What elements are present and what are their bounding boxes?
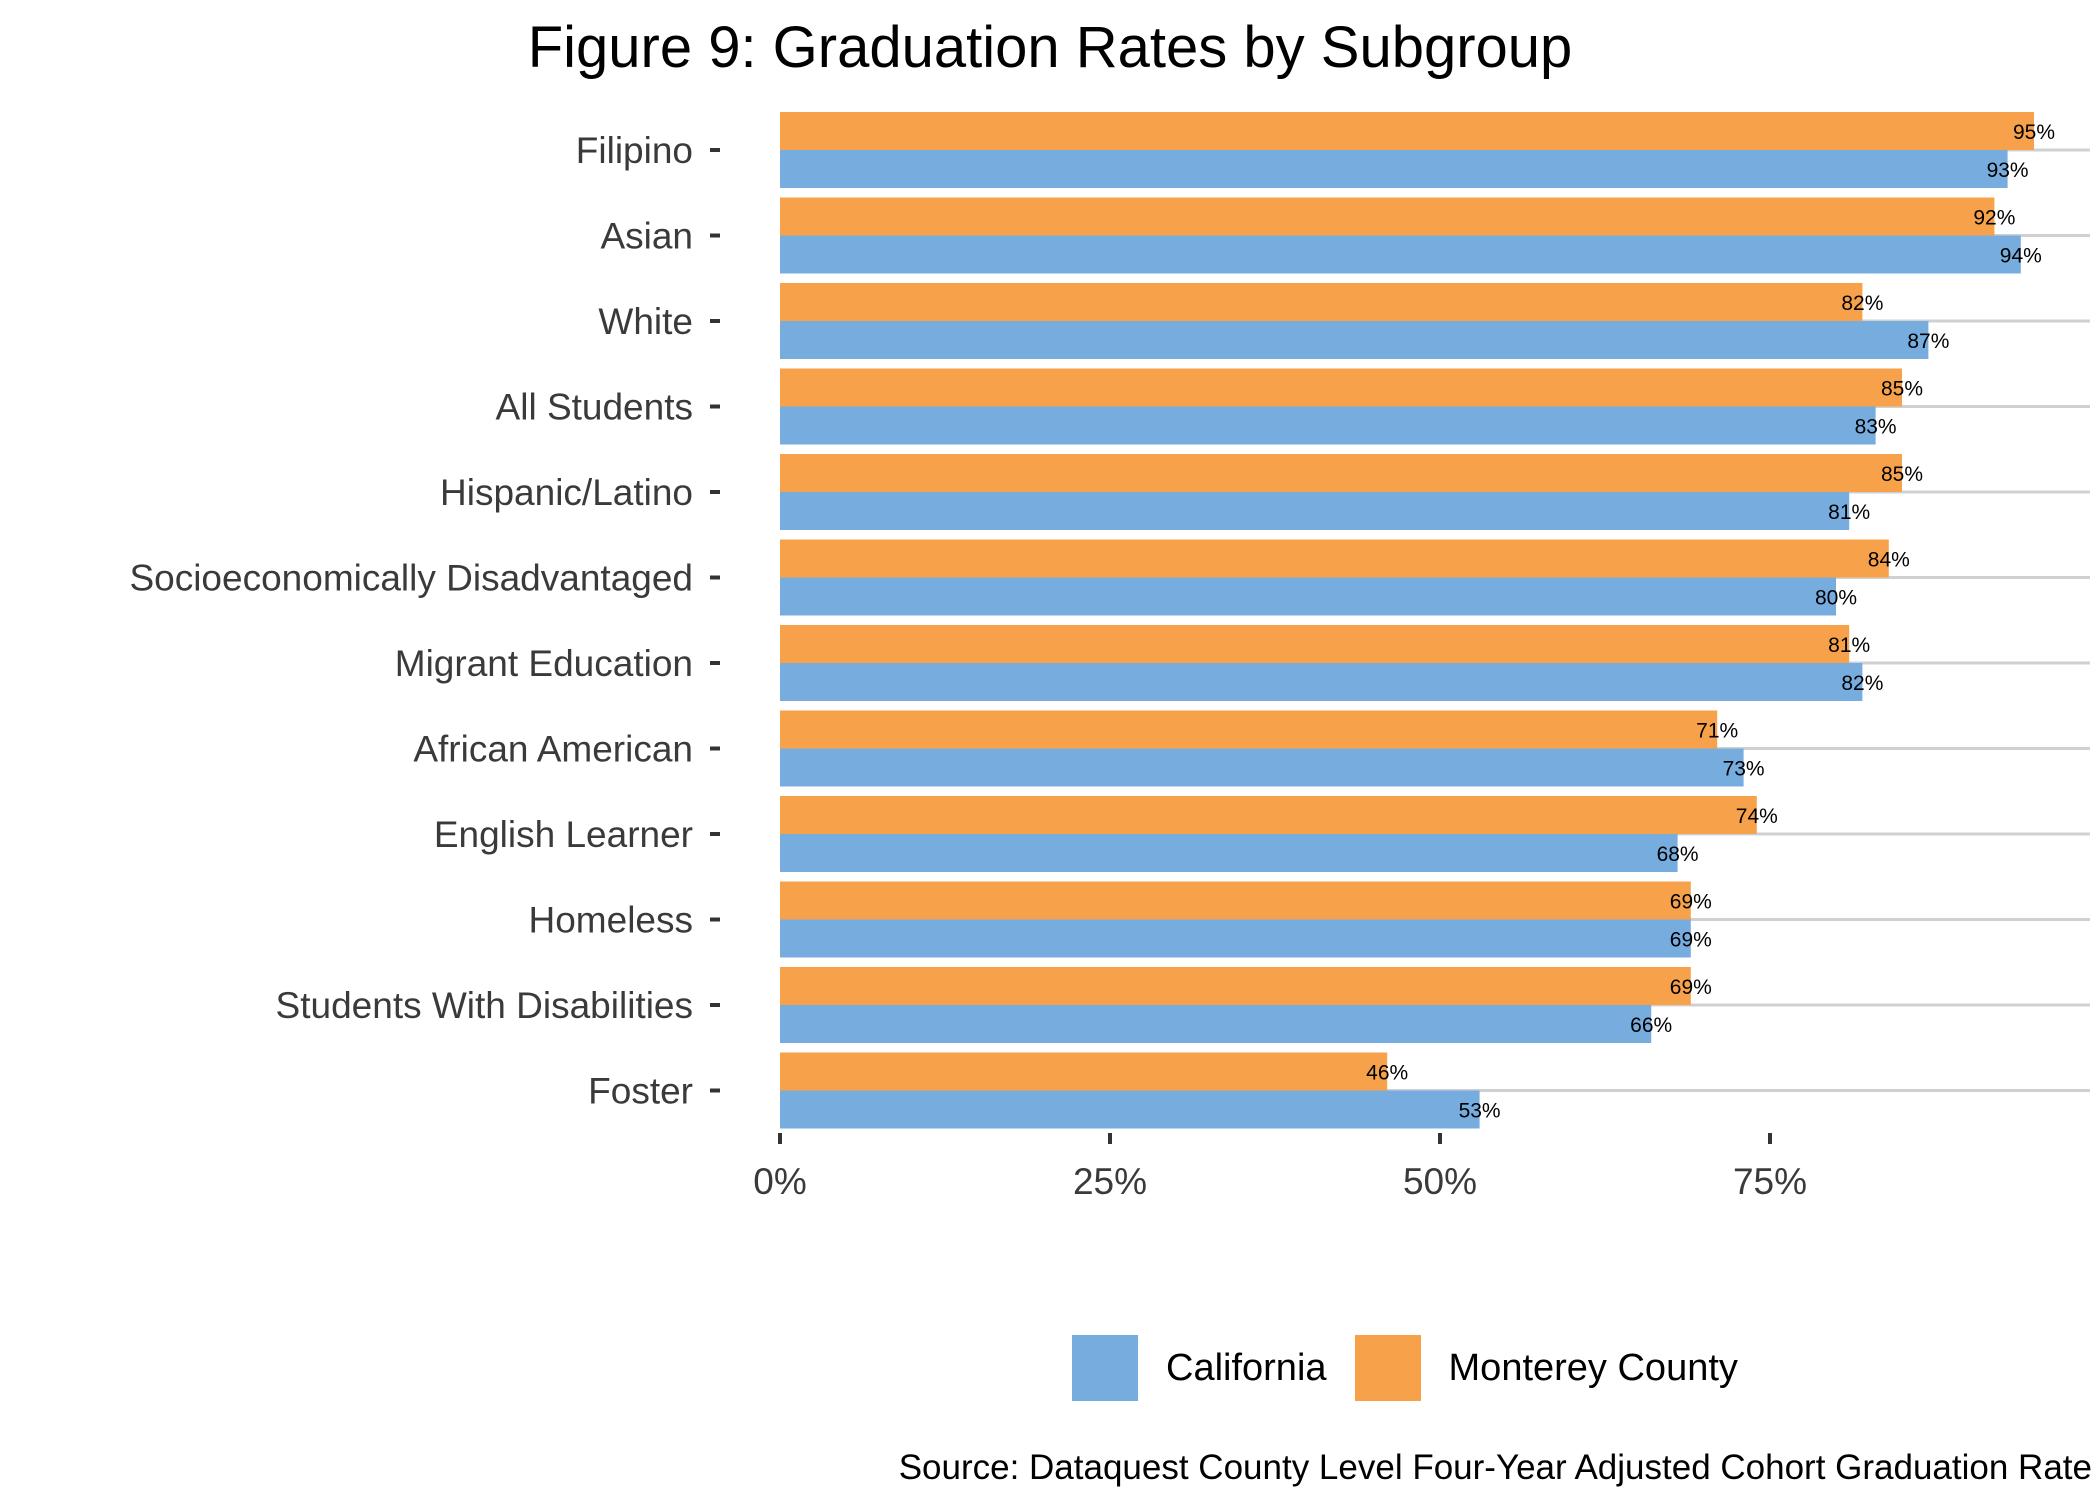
bar-monterey-county-students-with-disabilities xyxy=(780,967,1691,1005)
data-label-monterey-county-hispanic-latino: 85% xyxy=(1881,463,1923,486)
legend-label-monterey-county: Monterey County xyxy=(1448,1346,1738,1389)
data-label-monterey-county-students-with-disabilities: 69% xyxy=(1670,976,1712,999)
bar-monterey-county-all-students xyxy=(780,368,1902,407)
bar-monterey-county-filipino xyxy=(780,112,2034,150)
y-tick-label-homeless: Homeless xyxy=(529,900,694,941)
x-tick-label-25: 25% xyxy=(1073,1161,1147,1202)
bar-monterey-county-foster xyxy=(780,1052,1388,1091)
legend-swatch-california xyxy=(1072,1335,1138,1401)
bar-california-foster xyxy=(780,1090,1480,1129)
y-tick-label-migrant-education: Migrant Education xyxy=(395,643,693,684)
data-label-california-foster: 53% xyxy=(1459,1100,1501,1123)
legend-item-california: California xyxy=(1072,1335,1327,1401)
y-tick-label-students-with-disabilities: Students With Disabilities xyxy=(276,985,693,1026)
bar-california-white xyxy=(780,321,1929,359)
data-label-monterey-county-filipino: 95% xyxy=(2013,121,2055,144)
data-label-california-white: 87% xyxy=(1907,330,1949,353)
bar-monterey-county-asian xyxy=(780,197,1995,236)
data-label-monterey-county-white: 82% xyxy=(1841,292,1883,315)
data-label-california-filipino: 93% xyxy=(1987,159,2029,182)
data-label-california-socioeconomically-disadvantaged: 80% xyxy=(1815,587,1857,610)
data-label-monterey-county-migrant-education: 81% xyxy=(1828,634,1870,657)
bar-monterey-county-migrant-education xyxy=(780,625,1850,663)
legend-swatch-monterey-county xyxy=(1354,1335,1421,1401)
bar-california-all-students xyxy=(780,406,1876,445)
bar-monterey-county-white xyxy=(780,283,1863,321)
y-tick-label-white: White xyxy=(598,301,693,342)
bar-california-socioeconomically-disadvantaged xyxy=(780,577,1836,616)
bar-monterey-county-socioeconomically-disadvantaged xyxy=(780,539,1889,578)
bar-monterey-county-hispanic-latino xyxy=(780,454,1902,492)
y-tick-label-all-students: All Students xyxy=(496,387,693,428)
data-label-monterey-county-asian: 92% xyxy=(1973,207,2015,230)
data-label-california-migrant-education: 82% xyxy=(1841,672,1883,695)
data-label-monterey-county-all-students: 85% xyxy=(1881,378,1923,401)
y-tick-label-filipino: Filipino xyxy=(576,130,693,171)
y-tick-label-african-american: African American xyxy=(413,729,693,770)
x-tick-label-0: 0% xyxy=(753,1161,806,1202)
data-label-california-asian: 94% xyxy=(2000,245,2042,268)
bar-california-filipino xyxy=(780,150,2008,188)
data-label-california-students-with-disabilities: 66% xyxy=(1630,1014,1672,1037)
bar-monterey-county-african-american xyxy=(780,710,1718,749)
legend-label-california: California xyxy=(1166,1346,1327,1389)
bar-california-asian xyxy=(780,235,2021,274)
bar-california-homeless xyxy=(780,919,1691,958)
bar-california-english-learner xyxy=(780,834,1678,872)
data-label-california-homeless: 69% xyxy=(1670,929,1712,952)
data-label-monterey-county-african-american: 71% xyxy=(1696,720,1738,743)
legend: California Monterey County xyxy=(1072,1335,1766,1401)
data-label-monterey-county-socioeconomically-disadvantaged: 84% xyxy=(1868,549,1910,572)
y-tick-label-asian: Asian xyxy=(600,216,693,257)
bar-california-students-with-disabilities xyxy=(780,1005,1652,1043)
y-tick-label-english-learner: English Learner xyxy=(434,814,693,855)
y-tick-label-foster: Foster xyxy=(588,1071,693,1112)
bar-monterey-county-homeless xyxy=(780,881,1691,920)
legend-item-monterey-county: Monterey County xyxy=(1354,1335,1738,1401)
data-label-monterey-county-english-learner: 74% xyxy=(1736,805,1778,828)
bar-california-african-american xyxy=(780,748,1744,787)
data-label-california-english-learner: 68% xyxy=(1657,843,1699,866)
x-tick-label-75: 75% xyxy=(1733,1161,1807,1202)
x-tick-label-50: 50% xyxy=(1403,1161,1477,1202)
data-label-california-all-students: 83% xyxy=(1855,416,1897,439)
chart-caption: Source: Dataquest County Level Four-Year… xyxy=(898,1448,2092,1487)
y-tick-label-hispanic-latino: Hispanic/Latino xyxy=(440,472,693,513)
data-label-monterey-county-foster: 46% xyxy=(1366,1062,1408,1085)
chart-title: Figure 9: Graduation Rates by Subgroup xyxy=(527,15,1573,80)
bar-california-hispanic-latino xyxy=(780,492,1850,530)
bar-california-migrant-education xyxy=(780,663,1863,701)
data-label-monterey-county-homeless: 69% xyxy=(1670,891,1712,914)
bar-monterey-county-english-learner xyxy=(780,796,1757,834)
data-label-california-african-american: 73% xyxy=(1723,758,1765,781)
data-label-california-hispanic-latino: 81% xyxy=(1828,501,1870,524)
y-tick-label-socioeconomically-disadvantaged: Socioeconomically Disadvantaged xyxy=(129,558,693,599)
